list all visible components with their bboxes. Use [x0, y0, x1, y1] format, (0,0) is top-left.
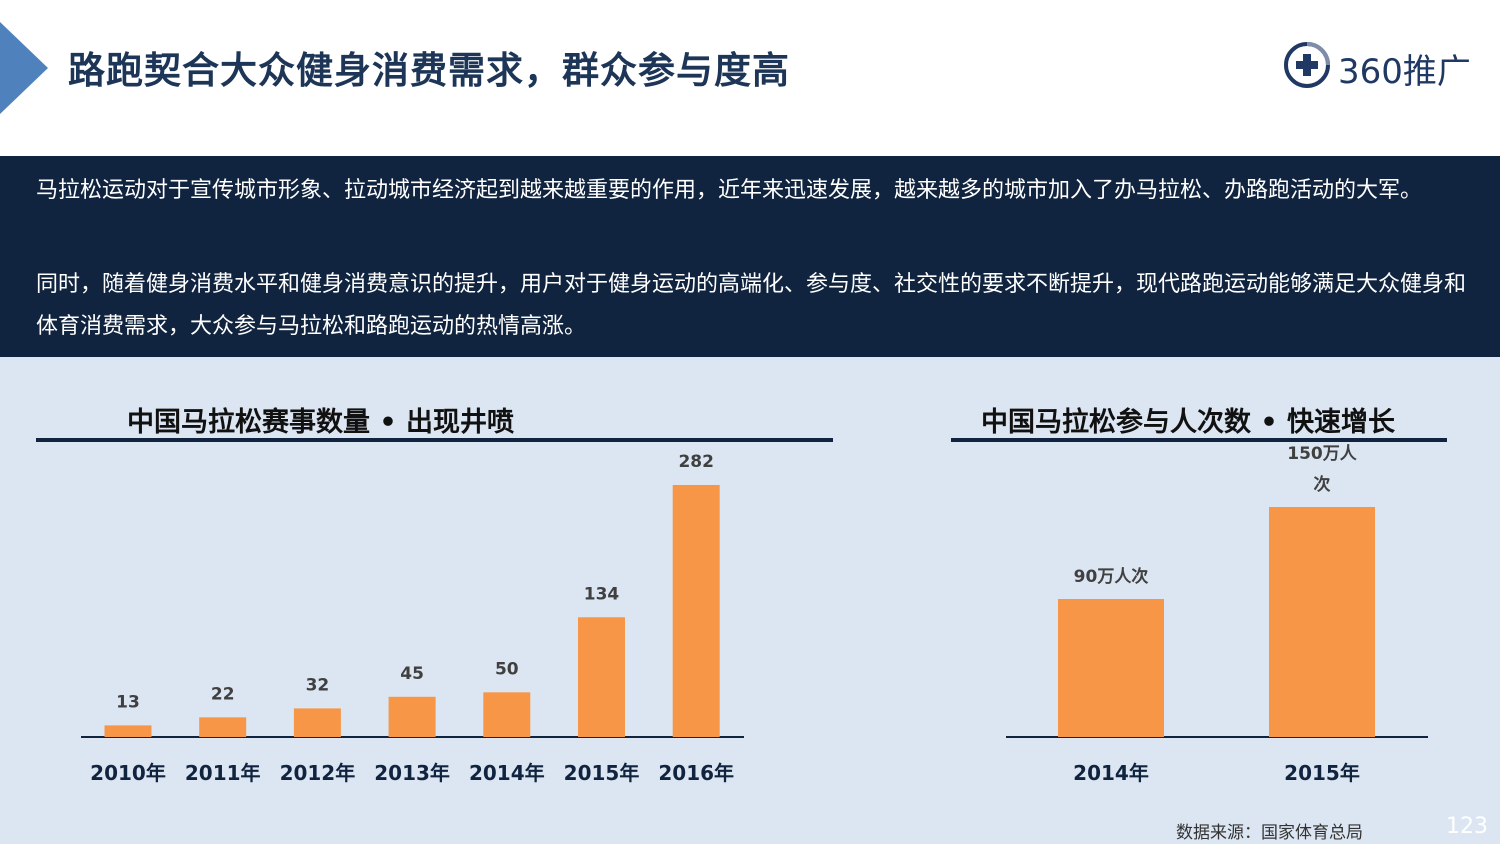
x-tick-label: 2014年 — [1073, 761, 1149, 785]
bar — [1058, 599, 1164, 737]
data-label: 13 — [116, 692, 140, 712]
x-tick-label: 2013年 — [374, 761, 450, 785]
data-label: 90万人次 — [1074, 566, 1149, 587]
bar — [578, 617, 625, 737]
bar — [293, 708, 341, 737]
data-label: 32 — [306, 675, 330, 695]
bar — [672, 485, 720, 737]
data-label: 50 — [495, 659, 519, 679]
plus-circle-icon — [1284, 42, 1330, 88]
brand-logo: 360推广 — [1282, 40, 1482, 92]
data-label: 次 — [1314, 474, 1331, 495]
intro-panel: 马拉松运动对于宣传城市形象、拉动城市经济起到越来越重要的作用，近年来迅速发展，越… — [0, 156, 1500, 357]
bar — [483, 692, 531, 737]
logo-text: 360推广 — [1338, 52, 1471, 92]
intro-paragraph-2: 同时，随着健身消费水平和健身消费意识的提升，用户对于健身运动的高端化、参与度、社… — [36, 272, 1467, 339]
x-tick-label: 2014年 — [469, 761, 545, 785]
x-tick-label: 2010年 — [90, 761, 166, 785]
x-tick-label: 2015年 — [564, 761, 640, 785]
bar — [199, 717, 247, 737]
bar — [104, 725, 152, 737]
data-label: 134 — [584, 584, 620, 604]
chart-title-race-count: 中国马拉松赛事数量 • 出现井喷 — [127, 407, 515, 438]
title-rule-participants — [951, 438, 1447, 442]
page-number: 123 — [1446, 814, 1488, 839]
x-tick-label: 2015年 — [1284, 761, 1360, 785]
x-tick-label: 2011年 — [185, 761, 261, 785]
bar — [388, 696, 436, 737]
x-tick-label: 2012年 — [280, 761, 356, 785]
x-tick-label: 2016年 — [658, 761, 734, 785]
page-title: 路跑契合大众健身消费需求，群众参与度高 — [68, 49, 790, 92]
intro-paragraph-1: 马拉松运动对于宣传城市形象、拉动城市经济起到越来越重要的作用，近年来迅速发展，越… — [36, 178, 1423, 203]
data-label: 282 — [678, 452, 714, 472]
data-label: 150万人 — [1287, 444, 1357, 464]
data-label: 22 — [211, 684, 235, 704]
chart-title-participants: 中国马拉松参与人次数 • 快速增长 — [981, 407, 1396, 438]
header-arrow-icon — [0, 22, 48, 114]
race-count-chart: 13 2010年 22 2011年 32 2012年 45 2013年 50 2014年 134 20… — [81, 452, 744, 785]
title-rule-race-count — [36, 438, 833, 442]
data-source: 数据来源：国家体育总局 — [1176, 823, 1363, 843]
bar — [1269, 507, 1375, 737]
data-label: 45 — [400, 664, 424, 684]
